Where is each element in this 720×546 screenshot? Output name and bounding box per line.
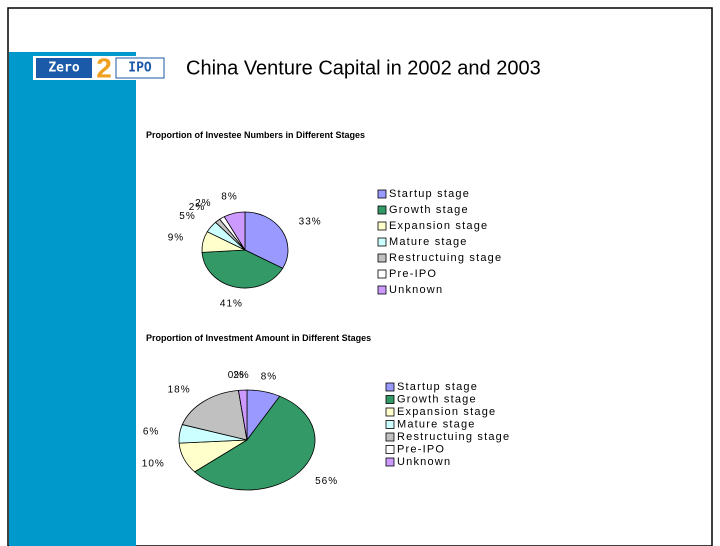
legend-swatch <box>377 189 387 199</box>
pie-slice <box>223 211 246 252</box>
slide-title: China Venture Capital in 2002 and 2003 <box>186 57 541 79</box>
logo-text: IPO <box>128 61 152 76</box>
legend-label: Restructuing stage <box>397 431 510 443</box>
legend-swatch <box>385 445 395 454</box>
pie-slice <box>201 249 284 289</box>
data-label: 2% <box>189 202 205 213</box>
legend-swatch <box>385 457 395 467</box>
legend-swatch <box>377 221 387 231</box>
legend-label: Startup stage <box>389 188 470 200</box>
legend-label: Pre-IPO <box>397 443 445 455</box>
legend-label: Unknown <box>397 456 451 468</box>
legend-swatch <box>385 407 395 417</box>
chart-title: Proportion of Investee Numbers in Differ… <box>146 130 366 140</box>
data-label: 5% <box>179 211 195 222</box>
logo-text: 2 <box>96 52 112 83</box>
legend-label: Restructuing stage <box>389 252 502 264</box>
legend-label: Mature stage <box>389 236 468 248</box>
legend-label: Growth stage <box>389 204 469 216</box>
data-label: 2% <box>233 370 249 381</box>
legend-swatch <box>385 432 395 442</box>
data-label: 2% <box>195 198 211 209</box>
data-label: 0% <box>228 370 244 381</box>
data-label: 41% <box>220 298 243 309</box>
legend-swatch <box>377 253 387 263</box>
data-label: 10% <box>142 459 165 470</box>
legend-label: Unknown <box>389 284 443 296</box>
logo-box <box>115 57 165 79</box>
legend-swatch <box>385 382 395 392</box>
legend-swatch <box>385 395 395 404</box>
chart-title: Proportion of Investment Amount in Diffe… <box>146 333 372 343</box>
data-label: 56% <box>315 476 338 487</box>
legend-label: Pre-IPO <box>389 268 437 280</box>
data-label: 8% <box>221 191 237 202</box>
pie-slice <box>238 389 248 441</box>
legend-label: Growth stage <box>397 393 477 405</box>
legend-swatch <box>385 420 395 429</box>
legend-swatch <box>377 285 387 295</box>
legend-swatch <box>377 205 387 215</box>
side-bar <box>9 52 136 546</box>
pie-slice <box>193 395 316 491</box>
data-label: 8% <box>261 372 277 383</box>
data-label: 9% <box>168 233 184 244</box>
pie-slice <box>181 389 248 441</box>
legend-label: Expansion stage <box>389 220 488 232</box>
data-label: 6% <box>143 426 159 437</box>
pie-slice <box>244 211 289 269</box>
logo-text: Zero <box>48 61 79 76</box>
legend-swatch <box>377 269 387 279</box>
legend-label: Mature stage <box>397 418 476 430</box>
data-label: 18% <box>168 385 191 396</box>
logo-box <box>36 58 92 78</box>
data-label: 33% <box>299 217 322 228</box>
legend-swatch <box>377 237 387 247</box>
legend-label: Expansion stage <box>397 406 496 418</box>
legend-label: Startup stage <box>397 381 478 393</box>
